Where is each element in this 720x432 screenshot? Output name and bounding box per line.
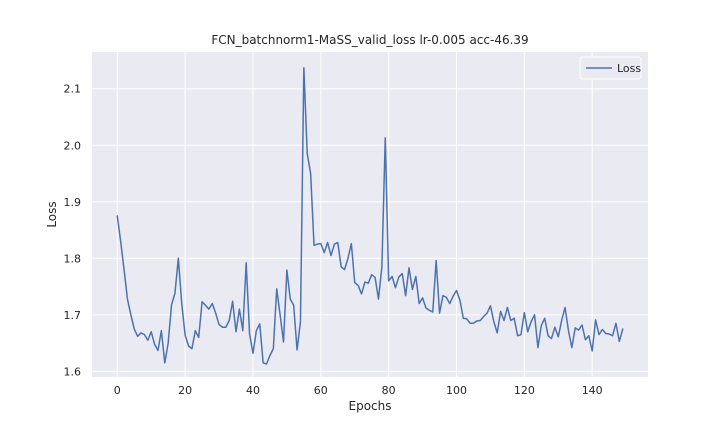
x-tick-label: 40 (246, 384, 260, 397)
y-tick-label: 1.7 (64, 309, 82, 322)
y-tick-label: 1.6 (64, 365, 82, 378)
y-tick-label: 2.1 (64, 83, 82, 96)
y-axis-label: Loss (45, 201, 59, 227)
series-line-loss (116, 67, 624, 365)
y-tick-label: 2.0 (64, 139, 82, 152)
chart-title: FCN_batchnorm1-MaSS_valid_loss lr-0.005 … (211, 33, 528, 47)
x-axis-label: Epochs (349, 399, 392, 413)
y-tick-label: 1.9 (64, 196, 82, 209)
x-tick-label: 140 (582, 384, 603, 397)
x-tick-label: 80 (382, 384, 396, 397)
legend-label-loss: Loss (617, 62, 641, 75)
series-layer (116, 67, 624, 365)
x-tick-label: 60 (314, 384, 328, 397)
y-tick-label: 1.8 (64, 252, 82, 265)
x-tick-label: 20 (178, 384, 192, 397)
x-tick-label: 0 (114, 384, 121, 397)
x-tick-label: 100 (446, 384, 467, 397)
plot-area (92, 52, 648, 377)
x-tick-label: 120 (514, 384, 535, 397)
legend: Loss (579, 56, 642, 80)
tick-labels: 0 20 40 60 80 100 120 140 1.6 1.7 1.8 1.9 2.0 2.1 (64, 83, 603, 397)
grid-lines (92, 52, 648, 377)
